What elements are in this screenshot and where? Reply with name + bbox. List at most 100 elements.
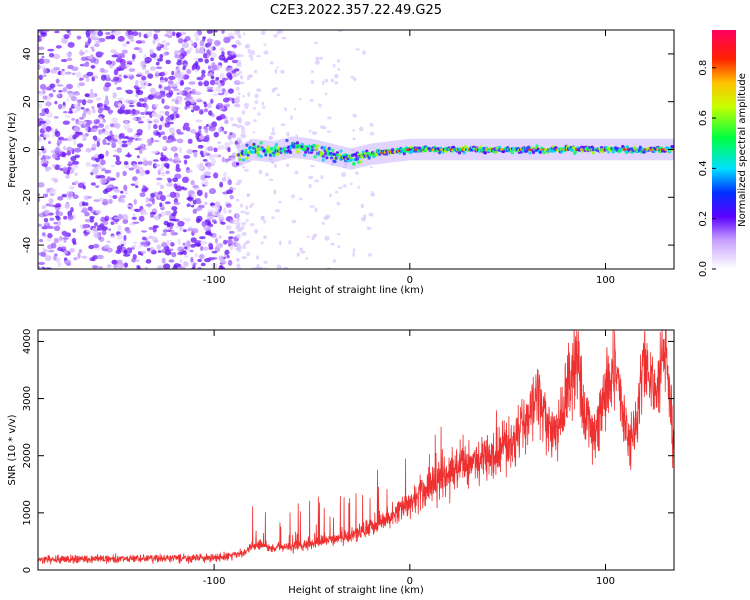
heatmap-cell (208, 243, 213, 250)
heatmap-cell (92, 108, 96, 114)
heatmap-cell (318, 103, 322, 108)
heatmap-cell (154, 30, 161, 33)
heatmap-cell (257, 266, 264, 269)
heatmap-cell (226, 176, 231, 180)
heatmap-cell (60, 58, 68, 63)
heatmap-cell (243, 168, 249, 172)
heatmap-cell (319, 56, 324, 60)
heatmap-cell (38, 38, 42, 43)
heatmap-cell (194, 132, 201, 136)
heatmap-cell (510, 151, 514, 155)
heatmap-cell (66, 150, 71, 156)
heatmap-cell (202, 36, 207, 40)
heatmap-cell (223, 130, 228, 135)
heatmap-cell (117, 102, 122, 107)
heatmap-cell (62, 237, 70, 240)
heatmap-cell (67, 111, 74, 114)
heatmap-cell (74, 131, 80, 138)
heatmap-cell (103, 244, 110, 249)
heatmap-cell (159, 53, 164, 59)
heatmap-cell (130, 246, 135, 250)
heatmap-cell (229, 140, 234, 145)
heatmap-cell (274, 209, 280, 213)
heatmap-cell (521, 149, 525, 153)
heatmap-cell (63, 251, 68, 255)
heatmap-cell (221, 51, 225, 57)
heatmap-cell (105, 142, 111, 146)
heatmap-cell (98, 123, 105, 128)
heatmap-cell (48, 203, 54, 208)
heatmap-cell (47, 233, 53, 239)
heatmap-cell (236, 257, 240, 262)
heatmap-cell (260, 30, 266, 36)
heatmap-cell (321, 80, 325, 86)
heatmap-cell (141, 40, 146, 44)
heatmap-cell (153, 118, 159, 124)
heatmap-cell (145, 203, 153, 207)
heatmap-cell (78, 51, 86, 55)
heatmap-cell (190, 204, 195, 208)
heatmap-cell (105, 95, 109, 101)
heatmap-cell (57, 103, 63, 110)
heatmap-cell (38, 261, 46, 265)
heatmap-cell (40, 251, 47, 258)
heatmap-cell (110, 164, 115, 168)
heatmap-cell (175, 81, 181, 85)
heatmap-cell (299, 97, 302, 101)
heatmap-cell (177, 77, 182, 83)
heatmap-cell (267, 149, 271, 154)
heatmap-cell (223, 171, 227, 178)
heatmap-cell (113, 69, 119, 76)
heatmap-cell (152, 39, 156, 45)
colorbar-tick-label: 0.8 (698, 60, 709, 76)
heatmap-cell (236, 218, 241, 221)
heatmap-cell (311, 131, 318, 136)
colorbar: 0.0 0.2 0.4 0.6 0.8 Normalized spectral ampl… (698, 30, 748, 277)
heatmap-cell (91, 258, 96, 262)
heatmap-cell (211, 219, 217, 223)
heatmap-cell (237, 228, 243, 233)
heatmap-cell (63, 110, 68, 114)
heatmap-cell (44, 209, 50, 216)
heatmap-cell (195, 47, 199, 54)
heatmap-cell (56, 219, 62, 227)
heatmap-cell (337, 244, 340, 249)
heatmap-cell (97, 116, 103, 120)
heatmap-cell (84, 232, 88, 237)
heatmap-cell (175, 157, 181, 164)
heatmap-cell (197, 57, 204, 63)
heatmap-cell (123, 120, 129, 124)
heatmap-cell (206, 89, 214, 93)
heatmap-cell (336, 233, 341, 236)
heatmap-cell (64, 71, 72, 75)
heatmap-cell (203, 108, 209, 113)
heatmap-cell (90, 46, 94, 50)
heatmap-cell (85, 107, 90, 112)
heatmap-cell (309, 205, 315, 208)
heatmap-cell (363, 151, 368, 156)
heatmap-cell (308, 175, 314, 180)
heatmap-cell (168, 157, 173, 162)
heatmap-cell (176, 128, 181, 134)
heatmap-cell (125, 64, 131, 68)
heatmap-cell (135, 40, 143, 44)
heatmap-cell (180, 31, 187, 36)
heatmap-cell (299, 197, 303, 201)
heatmap-cell (100, 74, 107, 81)
heatmap-cell (84, 93, 90, 98)
heatmap-cell (84, 49, 89, 53)
heatmap-cell (201, 220, 207, 227)
heatmap-cell (145, 259, 152, 264)
snr-y-tick-label: 1000 (22, 500, 33, 525)
heatmap-cell (62, 105, 66, 110)
heatmap-cell (68, 32, 72, 36)
heatmap-cell (91, 106, 95, 109)
heatmap-cell (341, 172, 347, 178)
heatmap-cell (200, 73, 206, 78)
heatmap-cell (244, 149, 248, 153)
heatmap-cell (305, 257, 309, 260)
heatmap-cell (237, 222, 241, 226)
heatmap-cell (126, 41, 130, 45)
heatmap-cell (191, 88, 197, 95)
